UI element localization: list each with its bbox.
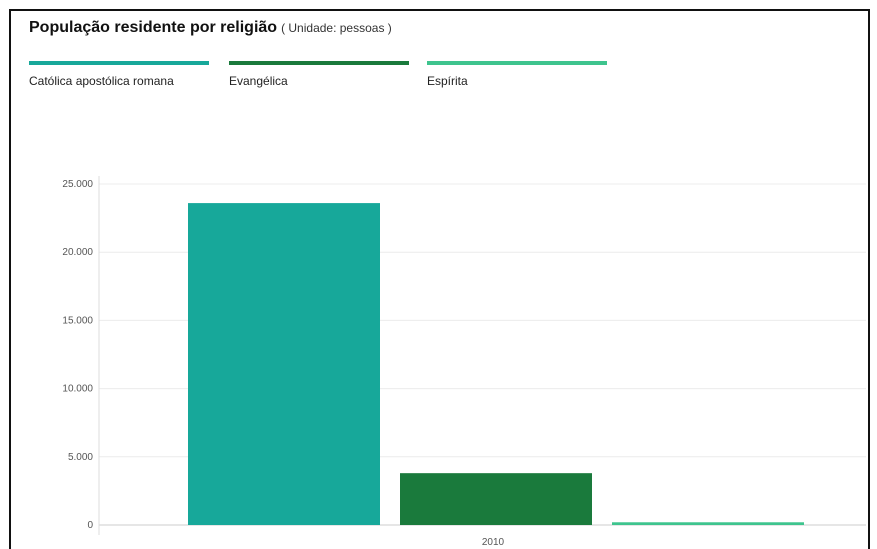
chart-panel: População residente por religião( Unidad… bbox=[9, 9, 870, 549]
y-tick-label: 15.000 bbox=[62, 315, 93, 326]
chart-title-text: População residente por religião bbox=[29, 19, 278, 36]
legend-label-evangelica: Evangélica bbox=[229, 74, 288, 88]
y-axis: 0 5.000 10.000 15.000 20.000 25.000 bbox=[62, 176, 100, 535]
y-tick-label: 10.000 bbox=[62, 384, 93, 395]
x-axis: 2010 bbox=[482, 537, 505, 548]
legend-label-espirita: Espírita bbox=[427, 74, 468, 88]
y-tick-label: 0 bbox=[87, 520, 93, 531]
y-tick-label: 5.000 bbox=[68, 452, 93, 463]
legend-item-espirita[interactable]: Espírita bbox=[427, 61, 607, 89]
legend-swatch-evangelica bbox=[229, 61, 409, 65]
chart-unit: ( Unidade: pessoas ) bbox=[281, 21, 392, 35]
legend-item-catolica[interactable]: Católica apostólica romana bbox=[29, 61, 209, 89]
y-tick-label: 25.000 bbox=[62, 179, 93, 190]
chart-plot: 0 5.000 10.000 15.000 20.000 25.000 2010 bbox=[62, 176, 866, 548]
legend-label-catolica: Católica apostólica romana bbox=[29, 74, 174, 88]
legend: Católica apostólica romana Evangélica Es… bbox=[29, 61, 629, 121]
chart-title: População residente por religião( Unidad… bbox=[29, 19, 392, 37]
legend-item-evangelica[interactable]: Evangélica bbox=[229, 61, 409, 89]
bar-0[interactable] bbox=[188, 203, 380, 525]
bar-1[interactable] bbox=[400, 473, 592, 525]
legend-swatch-espirita bbox=[427, 61, 607, 65]
bars bbox=[188, 203, 804, 525]
bar-2[interactable] bbox=[612, 522, 804, 525]
legend-swatch-catolica bbox=[29, 61, 209, 65]
x-tick-label: 2010 bbox=[482, 537, 505, 548]
y-tick-label: 20.000 bbox=[62, 247, 93, 258]
